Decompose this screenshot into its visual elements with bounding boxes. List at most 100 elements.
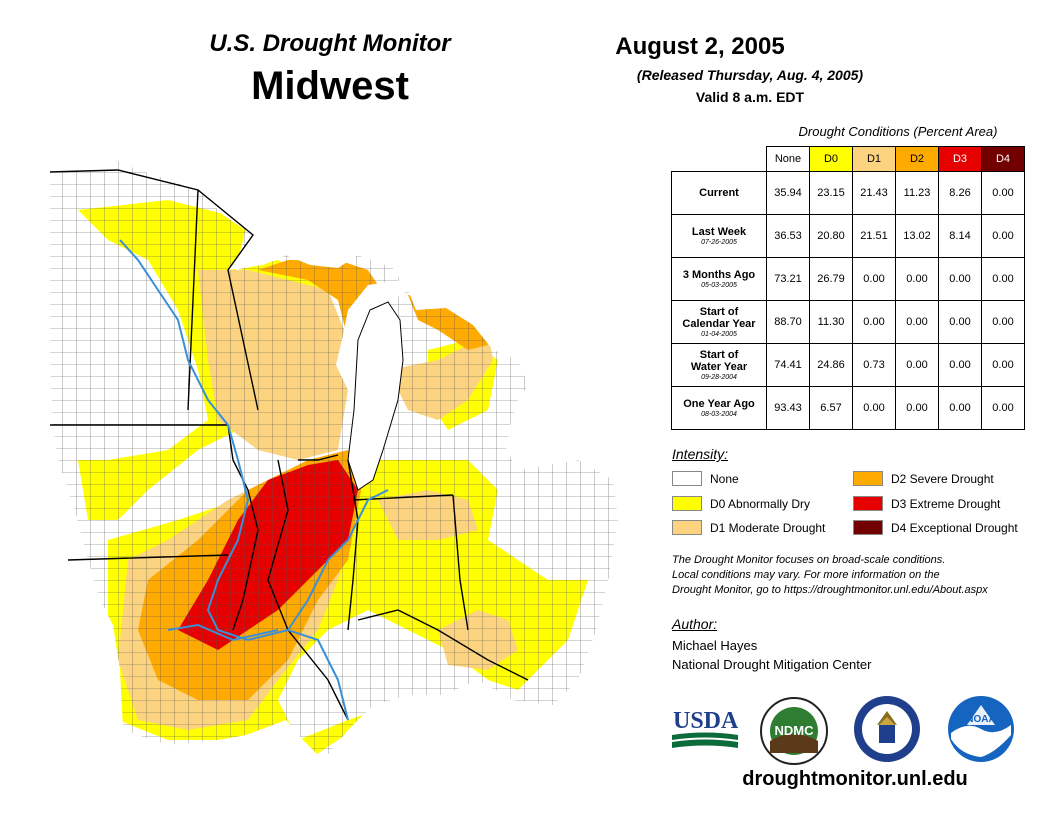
cell: 0.00 <box>981 343 1025 387</box>
cell: 13.02 <box>895 214 939 258</box>
drought-conditions-table: None D0 D1 D2 D3 D4 Current 35.94 23.15 … <box>671 146 1025 430</box>
table-row: Last Week 07-26-2005 36.53 20.80 21.51 13… <box>671 214 1025 258</box>
row-label-2: Water Year <box>690 360 748 373</box>
legend-item-d3: D3 Extreme Drought <box>853 496 1000 511</box>
noaa-logo: NOAA <box>948 696 1014 762</box>
disclaimer-note: The Drought Monitor focuses on broad-sca… <box>672 553 1042 598</box>
legend-label: D1 Moderate Drought <box>710 520 826 535</box>
row-date: 01-04-2005 <box>701 330 737 338</box>
cell: 0.00 <box>938 300 982 344</box>
legend-title: Intensity: <box>672 446 729 462</box>
release-date: (Released Thursday, Aug. 4, 2005) <box>636 67 864 83</box>
cell: 20.80 <box>809 214 853 258</box>
cell: 74.41 <box>766 343 810 387</box>
website-url[interactable]: droughtmonitor.unl.edu <box>742 768 968 790</box>
cell: 73.21 <box>766 257 810 301</box>
cell: 0.00 <box>981 257 1025 301</box>
legend-label: D2 Severe Drought <box>891 471 994 486</box>
monitor-title: U.S. Drought Monitor <box>209 30 451 57</box>
col-header-none: None <box>766 146 810 172</box>
region-title: Midwest <box>251 64 409 108</box>
commerce-logo <box>854 696 920 762</box>
cell: 8.14 <box>938 214 982 258</box>
legend-swatch <box>853 471 883 486</box>
legend-swatch <box>672 496 702 511</box>
table-row: Start of Calendar Year 01-04-2005 88.70 11… <box>671 300 1025 344</box>
cell: 11.30 <box>809 300 853 344</box>
row-label: One Year Ago <box>683 397 755 410</box>
author-name: Michael Hayes <box>672 638 758 653</box>
cell: 24.86 <box>809 343 853 387</box>
cell: 0.00 <box>895 386 939 430</box>
table-row: One Year Ago 08-03-2004 93.43 6.57 0.00 0… <box>671 386 1025 430</box>
legend-label: D0 Abnormally Dry <box>710 496 811 511</box>
cell: 23.15 <box>809 171 853 215</box>
row-label: Current <box>699 187 739 199</box>
cell: 0.00 <box>981 214 1025 258</box>
col-header-d0: D0 <box>809 146 853 172</box>
noaa-text: NOAA <box>966 714 995 725</box>
legend-swatch <box>672 520 702 535</box>
cell: 0.00 <box>938 343 982 387</box>
legend-label: None <box>710 471 739 486</box>
legend-swatch <box>853 496 883 511</box>
cell: 0.00 <box>852 300 896 344</box>
row-date: 05-03-2005 <box>701 281 737 289</box>
cell: 0.00 <box>938 386 982 430</box>
cell: 36.53 <box>766 214 810 258</box>
ndmc-logo: NDMC <box>760 697 828 765</box>
cell: 0.00 <box>981 300 1025 344</box>
cell: 0.00 <box>895 300 939 344</box>
legend-label: D3 Extreme Drought <box>891 496 1001 511</box>
col-header-d1: D1 <box>852 146 896 172</box>
row-date: 08-03-2004 <box>701 410 737 418</box>
cell: 21.43 <box>852 171 896 215</box>
note-line: Local conditions may vary. For more info… <box>672 569 940 581</box>
legend-item-d1: D1 Moderate Drought <box>672 520 825 535</box>
row-date: 09-28-2004 <box>701 373 737 381</box>
cell: 0.00 <box>938 257 982 301</box>
col-header-d3: D3 <box>938 146 982 172</box>
row-label: Start of <box>699 348 739 361</box>
legend-label: D4 Exceptional Drought <box>891 520 1018 535</box>
drought-map <box>49 160 618 760</box>
legend-item-d4: D4 Exceptional Drought <box>853 520 1018 535</box>
cell: 0.00 <box>895 257 939 301</box>
author-org: National Drought Mitigation Center <box>672 657 872 672</box>
usda-text: USDA <box>673 708 738 734</box>
cell: 0.00 <box>981 171 1025 215</box>
cell: 0.73 <box>852 343 896 387</box>
legend-item-none: None <box>672 471 739 486</box>
cell: 0.00 <box>852 257 896 301</box>
note-line: The Drought Monitor focuses on broad-sca… <box>672 554 946 566</box>
row-label: Last Week <box>691 225 747 238</box>
ndmc-text: NDMC <box>775 723 815 738</box>
cell: 11.23 <box>895 171 939 215</box>
legend-swatch <box>853 520 883 535</box>
usda-logo: USDA <box>672 708 738 748</box>
author-title: Author: <box>672 616 718 632</box>
col-header-d2: D2 <box>895 146 939 172</box>
valid-time: Valid 8 a.m. EDT <box>695 89 805 105</box>
legend-item-d0: D0 Abnormally Dry <box>672 496 810 511</box>
table-row: Current 35.94 23.15 21.43 11.23 8.26 0.0… <box>671 171 1025 215</box>
cell: 8.26 <box>938 171 982 215</box>
note-line: Drought Monitor, go to https://droughtmo… <box>672 584 988 596</box>
cell: 88.70 <box>766 300 810 344</box>
legend-swatch <box>672 471 702 486</box>
legend-item-d2: D2 Severe Drought <box>853 471 994 486</box>
map-date: August 2, 2005 <box>615 33 785 60</box>
row-label: Start of <box>699 305 739 318</box>
cell: 0.00 <box>895 343 939 387</box>
cell: 21.51 <box>852 214 896 258</box>
table-row: Start of Water Year 09-28-2004 74.41 24.86… <box>671 343 1025 387</box>
cell: 6.57 <box>809 386 853 430</box>
cell: 0.00 <box>981 386 1025 430</box>
row-label: 3 Months Ago <box>682 268 756 281</box>
cell: 35.94 <box>766 171 810 215</box>
row-date: 07-26-2005 <box>701 238 737 246</box>
cell: 0.00 <box>852 386 896 430</box>
row-label-2: Calendar Year <box>682 317 756 330</box>
col-header-d4: D4 <box>981 146 1025 172</box>
cell: 26.79 <box>809 257 853 301</box>
